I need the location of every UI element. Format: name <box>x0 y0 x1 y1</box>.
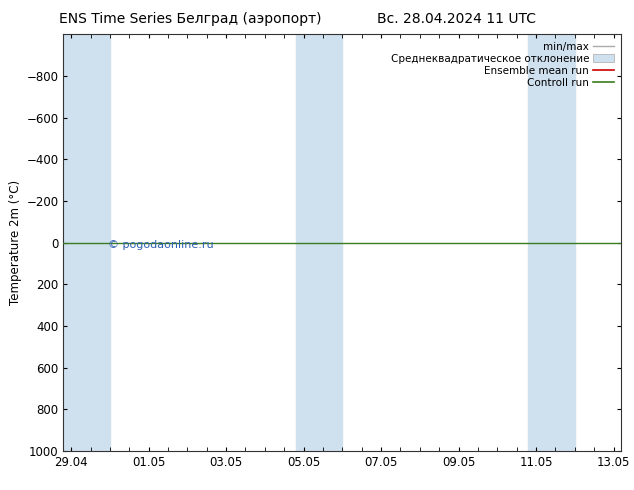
Bar <box>296 34 342 451</box>
Bar <box>528 34 575 451</box>
Bar <box>63 34 110 451</box>
Text: Вс. 28.04.2024 11 UTC: Вс. 28.04.2024 11 UTC <box>377 12 536 26</box>
Text: © pogodaonline.ru: © pogodaonline.ru <box>108 241 214 250</box>
Text: ENS Time Series Белград (аэропорт): ENS Time Series Белград (аэропорт) <box>59 12 321 26</box>
Y-axis label: Temperature 2m (°C): Temperature 2m (°C) <box>10 180 22 305</box>
Legend: min/max, Среднеквадратическое отклонение, Ensemble mean run, Controll run: min/max, Среднеквадратическое отклонение… <box>389 40 616 90</box>
